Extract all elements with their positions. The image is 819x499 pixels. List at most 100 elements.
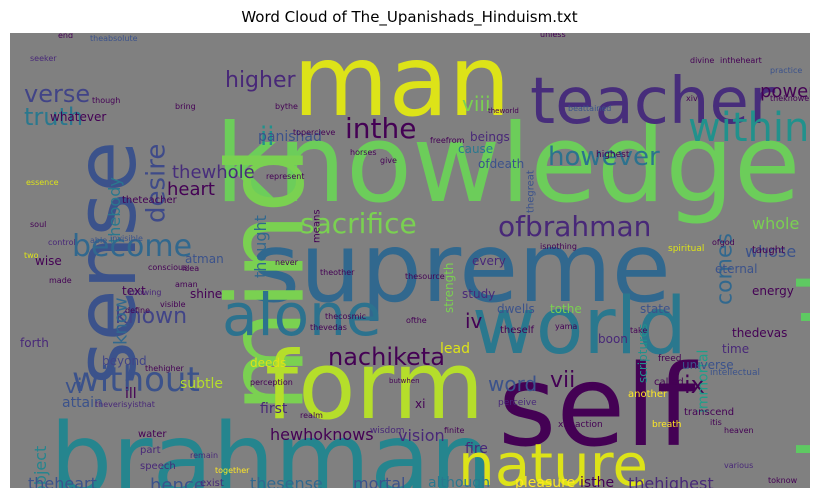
word-sense: sense	[57, 141, 155, 385]
word-thought: thought	[251, 215, 270, 278]
word-however: however	[548, 142, 660, 172]
word-scriptures: scriptures	[636, 324, 650, 383]
word-beattained: beattained	[568, 104, 611, 113]
word-knowing: knowing	[128, 288, 162, 297]
word-thewhole: thewhole	[172, 162, 255, 183]
word-essence: essence	[26, 178, 59, 187]
word-sacrifice: sacrifice	[300, 207, 417, 240]
word-ix: ix	[684, 371, 705, 399]
word-thecosmic: thecosmic	[325, 312, 366, 321]
word-energy: energy	[752, 284, 794, 298]
word-ofdeath: ofdeath	[478, 157, 524, 171]
word-two: two	[24, 251, 39, 260]
word-know: know	[111, 297, 132, 345]
word-mind: mind	[205, 146, 328, 413]
word-state: state	[640, 302, 670, 316]
word-means: means	[312, 209, 323, 243]
word-forth: forth	[20, 336, 49, 350]
word-boon: boon	[598, 332, 628, 346]
word-water: water	[138, 429, 167, 440]
word-xiii: xiii	[558, 420, 571, 430]
word-beyond: beyond	[102, 354, 147, 368]
word-may: may	[583, 381, 601, 390]
word-universe: universe	[682, 358, 734, 372]
word-end: end	[58, 33, 73, 40]
word-vision: vision	[398, 426, 445, 445]
word-spiritual: spiritual	[668, 244, 704, 254]
word-hence: hence	[150, 475, 205, 488]
word-mortal: mortal	[353, 474, 405, 488]
word-butwhen: butwhen	[389, 377, 420, 385]
word-transcend: transcend	[684, 407, 734, 418]
word-nachiketa: nachiketa	[328, 343, 445, 371]
word-perception: perception	[250, 378, 293, 387]
word-control: control	[48, 238, 76, 247]
word-divine: divine	[690, 56, 714, 65]
word-theworld: theworld	[488, 107, 519, 115]
word-thebody: thebody	[105, 177, 124, 243]
word-realm: realm	[300, 411, 323, 420]
word-another: another	[628, 389, 668, 400]
word-theteacher: theteacher	[122, 195, 178, 206]
word-theheart: theheart	[28, 474, 97, 488]
word-word: word	[488, 372, 537, 396]
word-ii: ii	[260, 122, 274, 152]
word-exist: exist	[200, 478, 224, 488]
word-intellectual: intellectual	[710, 368, 760, 378]
word-nature: nature	[458, 431, 648, 488]
chart-title: Word Cloud of The_Upanishads_Hinduism.tx…	[241, 8, 578, 26]
word-text: text	[122, 284, 146, 298]
word-unless: unless	[540, 33, 566, 39]
word-idea: idea	[182, 264, 199, 273]
word-able: able	[90, 236, 107, 245]
word-action: action	[575, 420, 603, 430]
word-represent: represent	[266, 172, 304, 181]
word-pleasure: pleasure	[515, 475, 575, 488]
word-cause: cause	[458, 142, 493, 156]
word-ofbrahman: ofbrahman	[498, 210, 651, 243]
word-deeds: deeds	[250, 356, 286, 370]
word-cloud-plot: knowledge supreme mind brahman self man form se…	[10, 33, 810, 488]
word-eternal: eternal	[715, 262, 758, 276]
word-perceive: perceive	[498, 398, 537, 408]
word-ofthe: ofthe	[406, 316, 427, 325]
word-together: together	[215, 466, 250, 475]
word-bring: bring	[175, 102, 196, 111]
word-iv: iv	[465, 309, 483, 333]
word-hewhoknows: hewhoknows	[270, 425, 374, 444]
word-freed: freed	[658, 354, 681, 364]
word-called: called	[654, 377, 684, 388]
word-self: self	[498, 342, 698, 472]
word-time: time	[722, 342, 749, 356]
word-ill: ill	[125, 386, 137, 402]
word-thesource: thesource	[405, 272, 445, 281]
word-yama: yama	[555, 322, 577, 331]
word-beings: beings	[470, 130, 510, 144]
word-soul: soul	[30, 220, 46, 229]
word-within: within	[688, 105, 809, 151]
word-isthe: isthe	[580, 475, 614, 488]
word-theverisyisthat: theverisyisthat	[95, 400, 155, 409]
word-strength: strength	[442, 262, 456, 313]
word-give: give	[380, 156, 397, 165]
word-first: first	[260, 401, 288, 417]
word-brahman: brahman	[50, 403, 492, 488]
word-define: define	[125, 306, 150, 315]
word-viii: viii	[462, 92, 491, 116]
word-theknower: theknower	[770, 94, 810, 103]
word-remain: remain	[190, 451, 218, 460]
word-supreme: supreme	[250, 212, 671, 324]
word-topercieve: topercieve	[293, 128, 335, 137]
word-vi: vi	[65, 374, 82, 398]
word-become: become	[72, 229, 192, 264]
word-intheheart: intheheart	[720, 56, 762, 65]
word-without: without	[72, 360, 200, 400]
word-shine: shine	[190, 287, 222, 301]
word-subtle: subtle	[180, 376, 223, 392]
word-power: power	[760, 81, 810, 102]
word-higher: higher	[225, 68, 296, 93]
word-made: made	[49, 276, 72, 285]
word-tothe: tothe	[550, 302, 582, 316]
word-isnothing: isnothing	[540, 242, 577, 251]
